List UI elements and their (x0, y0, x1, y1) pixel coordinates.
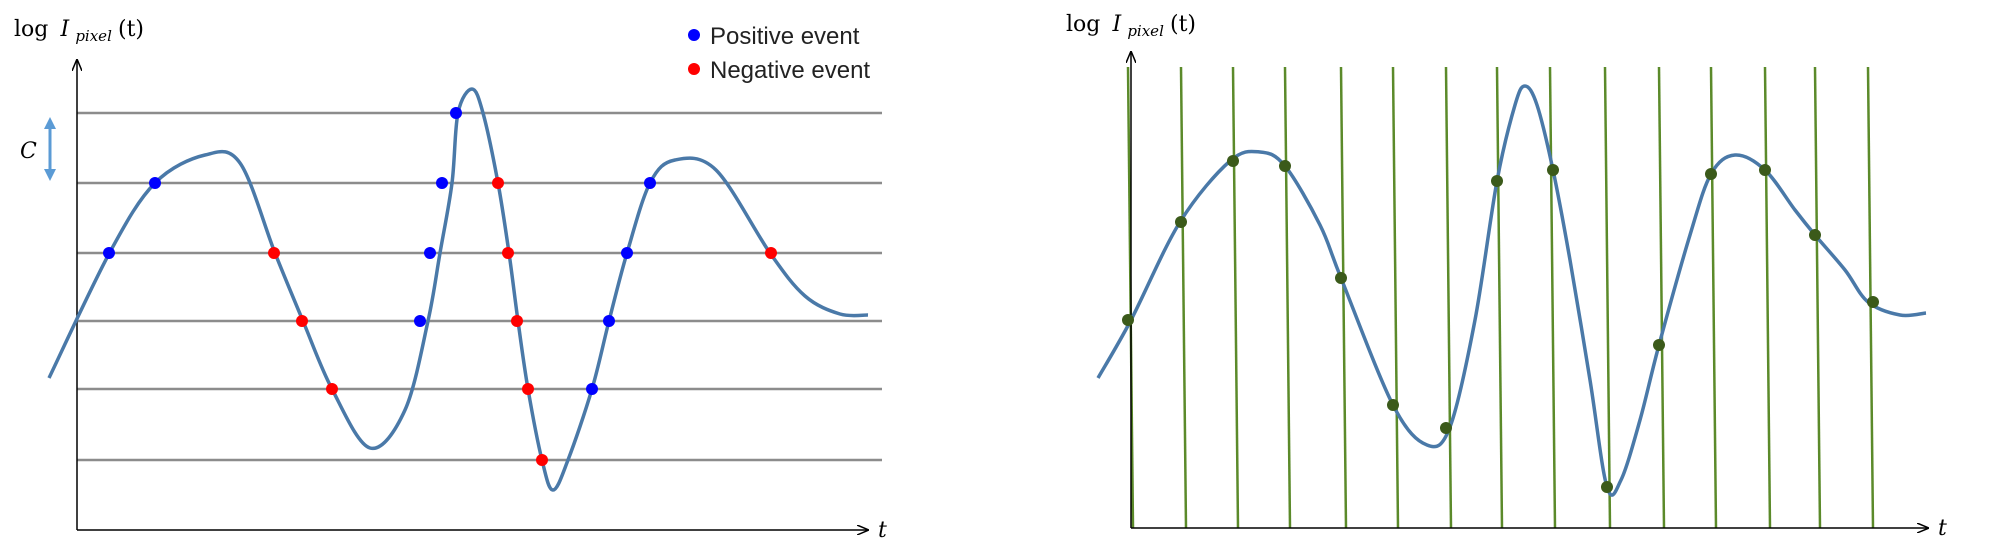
negative-event-marker (522, 383, 534, 395)
sample-point (1547, 164, 1559, 176)
positive-event-marker (644, 177, 656, 189)
event-markers (103, 107, 777, 466)
sampling-line (1813, 66, 1822, 529)
sample-point (1653, 339, 1665, 351)
sample-point (1809, 229, 1821, 241)
right-panel: log I pixel (t) t (1066, 11, 1947, 541)
left-signal-curve (47, 87, 869, 492)
sample-point (1601, 481, 1613, 493)
sampling-lines (1126, 66, 1875, 529)
right-x-axis-label: t (1938, 516, 1947, 541)
sample-point (1759, 164, 1771, 176)
negative-event-marker (326, 383, 338, 395)
left-x-axis-label: t (878, 518, 887, 543)
positive-event-marker (450, 107, 462, 119)
right-signal-curve (1096, 84, 1927, 497)
sample-point (1122, 314, 1134, 326)
negative-event-marker (268, 247, 280, 259)
threshold-label: C (20, 139, 37, 164)
negative-event-marker (765, 247, 777, 259)
sampling-line (1179, 66, 1188, 529)
sample-points (1122, 155, 1879, 493)
negative-event-marker (492, 177, 504, 189)
positive-event-marker (414, 315, 426, 327)
negative-event-marker (502, 247, 514, 259)
negative-event-marker (536, 454, 548, 466)
sample-point (1227, 155, 1239, 167)
sample-point (1335, 272, 1347, 284)
sampling-line (1339, 66, 1348, 529)
legend-positive-label: Positive event (710, 23, 860, 50)
legend-negative-marker (688, 63, 700, 75)
sampling-line (1283, 66, 1292, 529)
left-y-axis-label: log I pixel (t) (14, 16, 144, 46)
sample-point (1440, 422, 1452, 434)
positive-event-marker (149, 177, 161, 189)
legend-positive-marker (688, 29, 700, 41)
sample-point (1387, 399, 1399, 411)
sampling-line (1231, 66, 1240, 529)
negative-event-marker (511, 315, 523, 327)
positive-event-marker (621, 247, 633, 259)
positive-event-marker (603, 315, 615, 327)
sampling-line (1657, 66, 1666, 529)
threshold-lines (77, 111, 882, 462)
sample-point (1279, 160, 1291, 172)
sampling-line (1391, 66, 1400, 529)
legend: Positive event Negative event (688, 23, 870, 84)
sampling-line (1709, 66, 1718, 529)
positive-event-marker (586, 383, 598, 395)
right-y-axis-label: log I pixel (t) (1066, 11, 1196, 41)
sample-point (1867, 296, 1879, 308)
left-panel: C log I pixel (t) t Positive event Negat… (14, 16, 887, 543)
sampling-line (1603, 66, 1612, 529)
sample-point (1705, 168, 1717, 180)
sample-point (1491, 175, 1503, 187)
sample-point (1175, 216, 1187, 228)
positive-event-marker (103, 247, 115, 259)
sampling-line (1548, 66, 1557, 529)
sampling-line (1444, 66, 1453, 529)
sampling-line (1495, 66, 1504, 529)
sampling-line (1763, 66, 1772, 529)
positive-event-marker (424, 247, 436, 259)
legend-negative-label: Negative event (710, 57, 870, 84)
negative-event-marker (296, 315, 308, 327)
positive-event-marker (436, 177, 448, 189)
